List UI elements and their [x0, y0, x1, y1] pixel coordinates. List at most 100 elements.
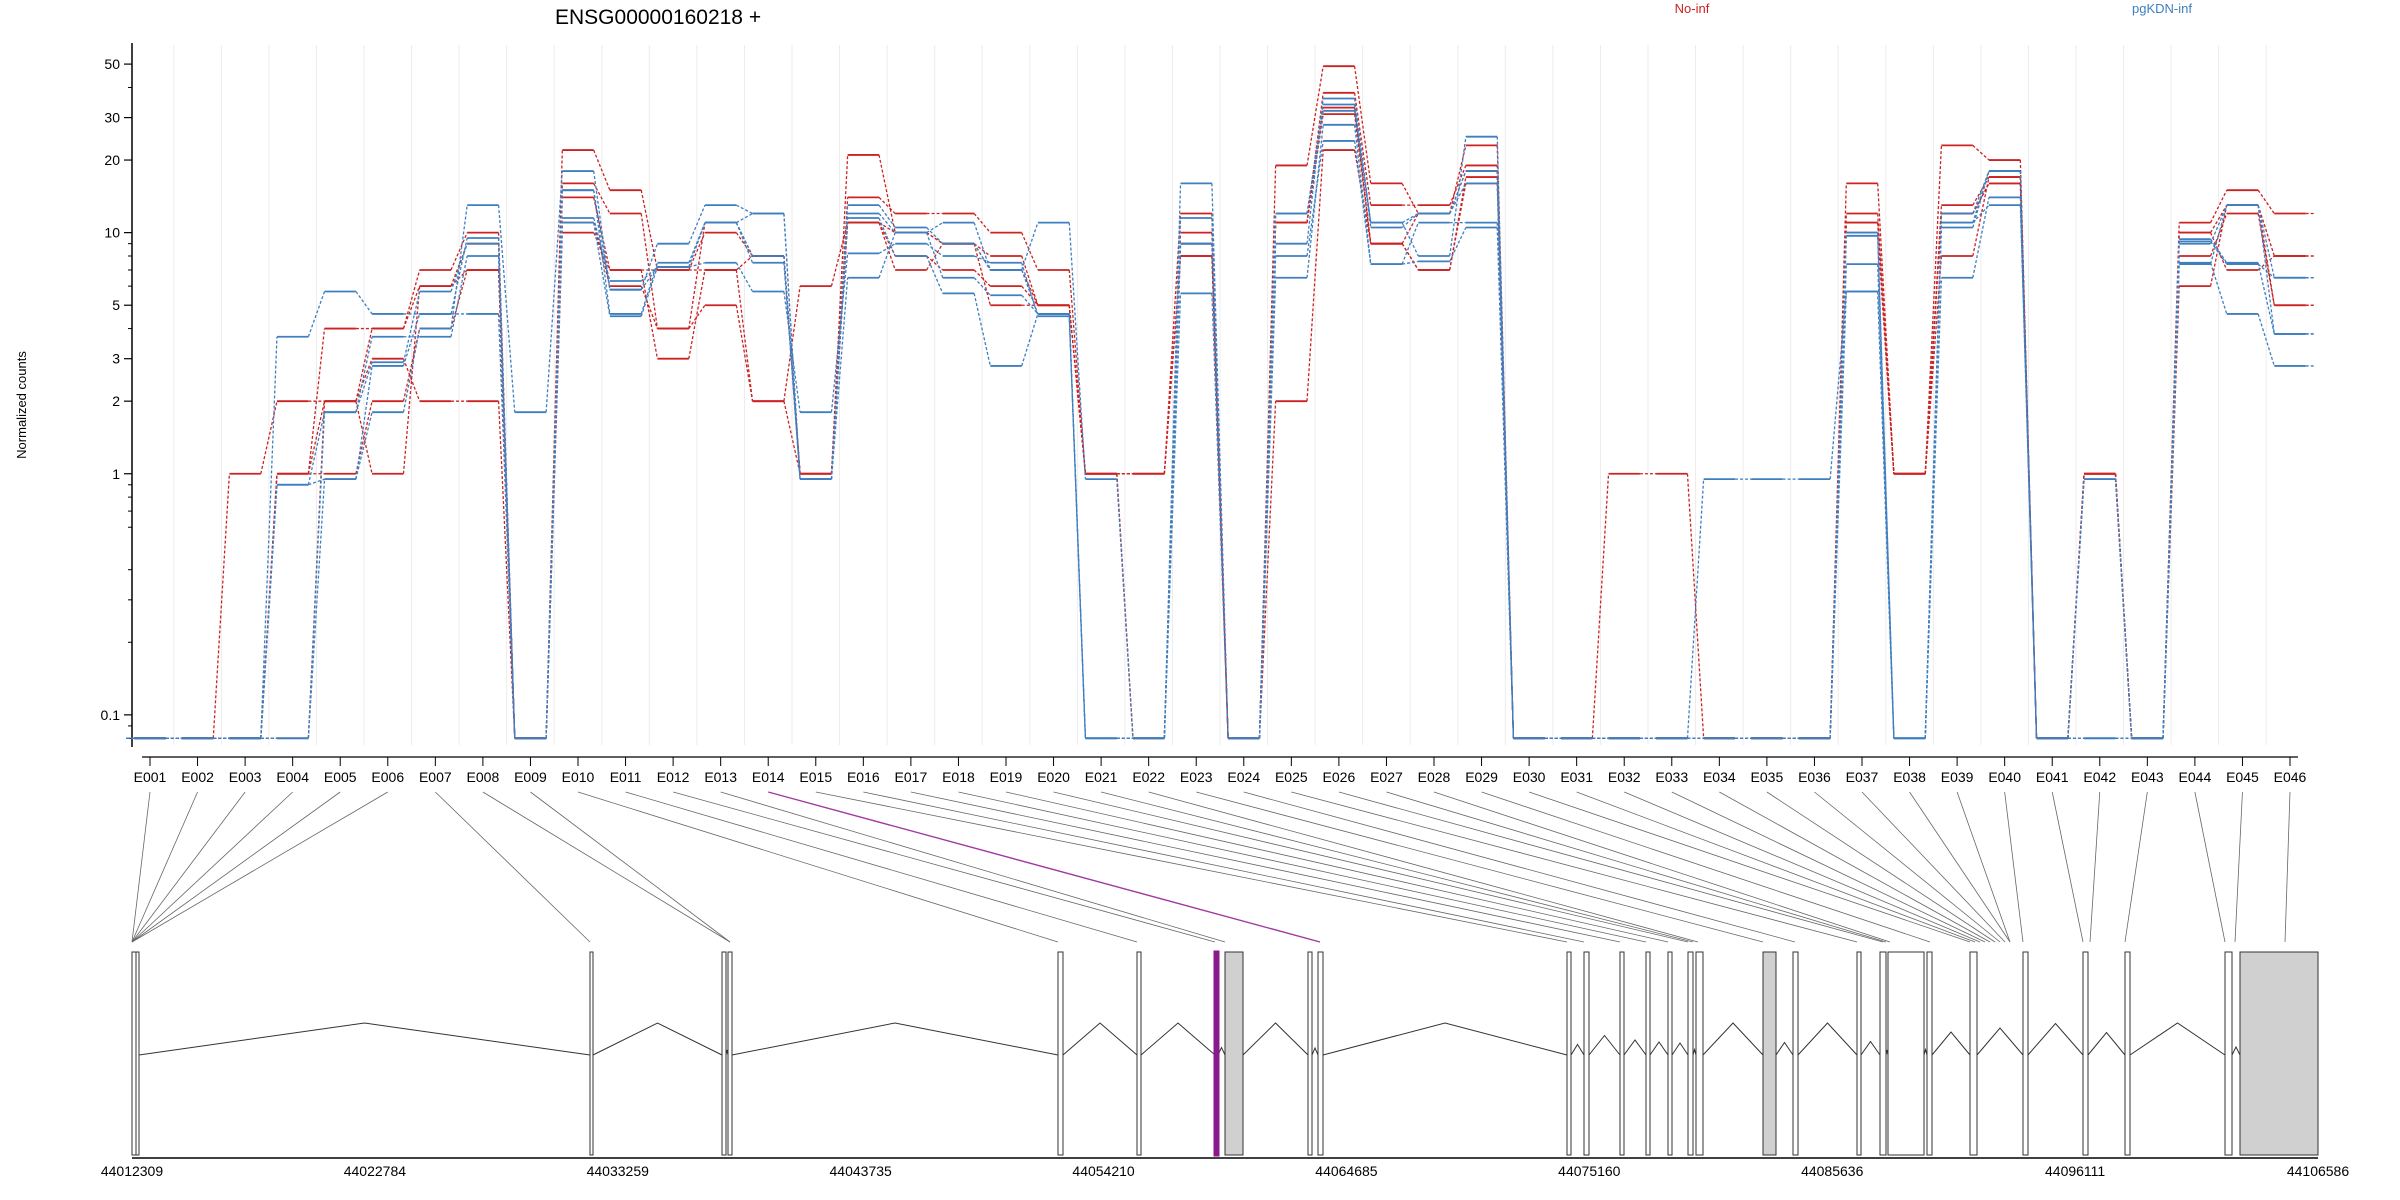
exon-block — [131, 951, 137, 1156]
exon-label: E030 — [1513, 769, 1546, 785]
exon-label: E011 — [610, 769, 642, 785]
exon-block — [1687, 951, 1694, 1156]
gene-model — [131, 950, 2319, 1157]
genomic-tick-label: 44096111 — [2045, 1163, 2105, 1179]
exon-block — [1792, 951, 1799, 1156]
exon-block — [1879, 951, 1887, 1156]
intron-line — [1649, 1041, 1669, 1056]
exon-block — [1317, 951, 1324, 1156]
exon-block — [1667, 951, 1673, 1156]
exon-label: E034 — [1703, 769, 1736, 785]
series-lines — [126, 65, 2314, 740]
intron-line — [1860, 1040, 1881, 1056]
exon-block — [721, 951, 727, 1156]
intron-line — [1702, 1022, 1764, 1056]
exon-connector — [1053, 791, 1689, 943]
exon-label: E042 — [2083, 769, 2116, 785]
exon-connector — [131, 791, 341, 943]
exon-block — [1969, 951, 1978, 1156]
exon-block — [1583, 951, 1590, 1156]
y-tick-label: 2 — [112, 393, 120, 409]
exon-connector — [482, 791, 731, 943]
exon-label: E046 — [2274, 769, 2307, 785]
exon-label: E026 — [1323, 769, 1356, 785]
exon-connector — [1386, 791, 1887, 943]
intron-line — [1797, 1022, 1858, 1056]
genomic-tick-label: 44043735 — [830, 1163, 893, 1179]
intron-line — [1311, 1046, 1319, 1056]
exon-label: E045 — [2226, 769, 2259, 785]
exon-label: E033 — [1655, 769, 1688, 785]
exon-label: E040 — [1988, 769, 2021, 785]
exon-block — [1856, 951, 1862, 1156]
chart-title: ENSG00000160218 + — [555, 6, 761, 29]
exon-label: E001 — [134, 769, 167, 785]
exon-label: E018 — [942, 769, 975, 785]
exon-label: E023 — [1180, 769, 1213, 785]
exon-block — [1762, 951, 1777, 1156]
exon-connector — [131, 791, 151, 943]
exon-label: E039 — [1941, 769, 1974, 785]
exon-block — [1695, 951, 1704, 1156]
exon-connector — [958, 791, 1647, 943]
exon-label: E020 — [1037, 769, 1070, 785]
exon-label: E031 — [1560, 769, 1593, 785]
exon-label: E006 — [371, 769, 404, 785]
exon-connector — [1338, 791, 1884, 943]
exon-label: E022 — [1132, 769, 1165, 785]
y-tick-label: 1 — [112, 466, 120, 482]
exon-block — [1136, 951, 1142, 1156]
exon-label: E019 — [990, 769, 1023, 785]
exon-connector — [1291, 791, 1858, 943]
exon-connector — [1576, 791, 1976, 943]
exon-connector — [1814, 791, 2001, 943]
exon-block — [589, 951, 594, 1156]
intron-line — [731, 1022, 1059, 1056]
exon-connector — [1766, 791, 1996, 943]
intron-line — [1570, 1043, 1585, 1056]
exon-connector — [577, 791, 1059, 943]
exon-connector — [1671, 791, 1986, 943]
exon-connector — [1433, 791, 1891, 943]
exon-label: E015 — [799, 769, 832, 785]
exon-connector — [1243, 791, 1796, 943]
exon-label: E014 — [752, 769, 785, 785]
exon-label: E024 — [1227, 769, 1260, 785]
exon-label: E041 — [2036, 769, 2069, 785]
intron-line — [2027, 1022, 2084, 1056]
exon-connector — [2004, 791, 2024, 943]
y-tick-label: 0.1 — [101, 707, 121, 723]
exon-connector — [435, 791, 591, 943]
series-connector — [126, 98, 2314, 739]
exon-label: E007 — [419, 769, 452, 785]
genomic-tick-label: 44033259 — [587, 1163, 650, 1179]
series-connector — [126, 110, 2314, 739]
exon-label: E043 — [2131, 769, 2164, 785]
intron-line — [1976, 1027, 2024, 1056]
exon-label: E009 — [514, 769, 547, 785]
genomic-tick-label: 44054210 — [1072, 1163, 1135, 1179]
exon-connector — [863, 791, 1585, 943]
exon-label: E013 — [704, 769, 737, 785]
exon-label: E002 — [181, 769, 214, 785]
exon-connector — [2051, 791, 2084, 943]
exon-label: E016 — [847, 769, 880, 785]
intron-line — [1671, 1042, 1689, 1056]
exon-connector — [131, 791, 293, 943]
exon-connector — [768, 791, 1321, 943]
exon-block — [1887, 951, 1925, 1156]
intron-line — [1588, 1034, 1621, 1056]
legend-pgkdn-inf: pgKDN-inf — [2132, 1, 2192, 16]
genomic-axis: 44012309 44022784 44033259 44043735 44054210… — [101, 1157, 2349, 1179]
vertical-grid — [173, 45, 2267, 745]
exon-label: E010 — [562, 769, 595, 785]
exon-connector — [625, 791, 1138, 943]
exon-label: E044 — [2179, 769, 2212, 785]
series-line — [126, 109, 2314, 740]
exon-connector — [2194, 791, 2226, 943]
intron-line — [1062, 1022, 1138, 1056]
y-tick-label: 50 — [104, 56, 120, 72]
intron-line — [1623, 1039, 1647, 1056]
intron-line — [1140, 1022, 1216, 1056]
intron-line — [1775, 1041, 1794, 1056]
